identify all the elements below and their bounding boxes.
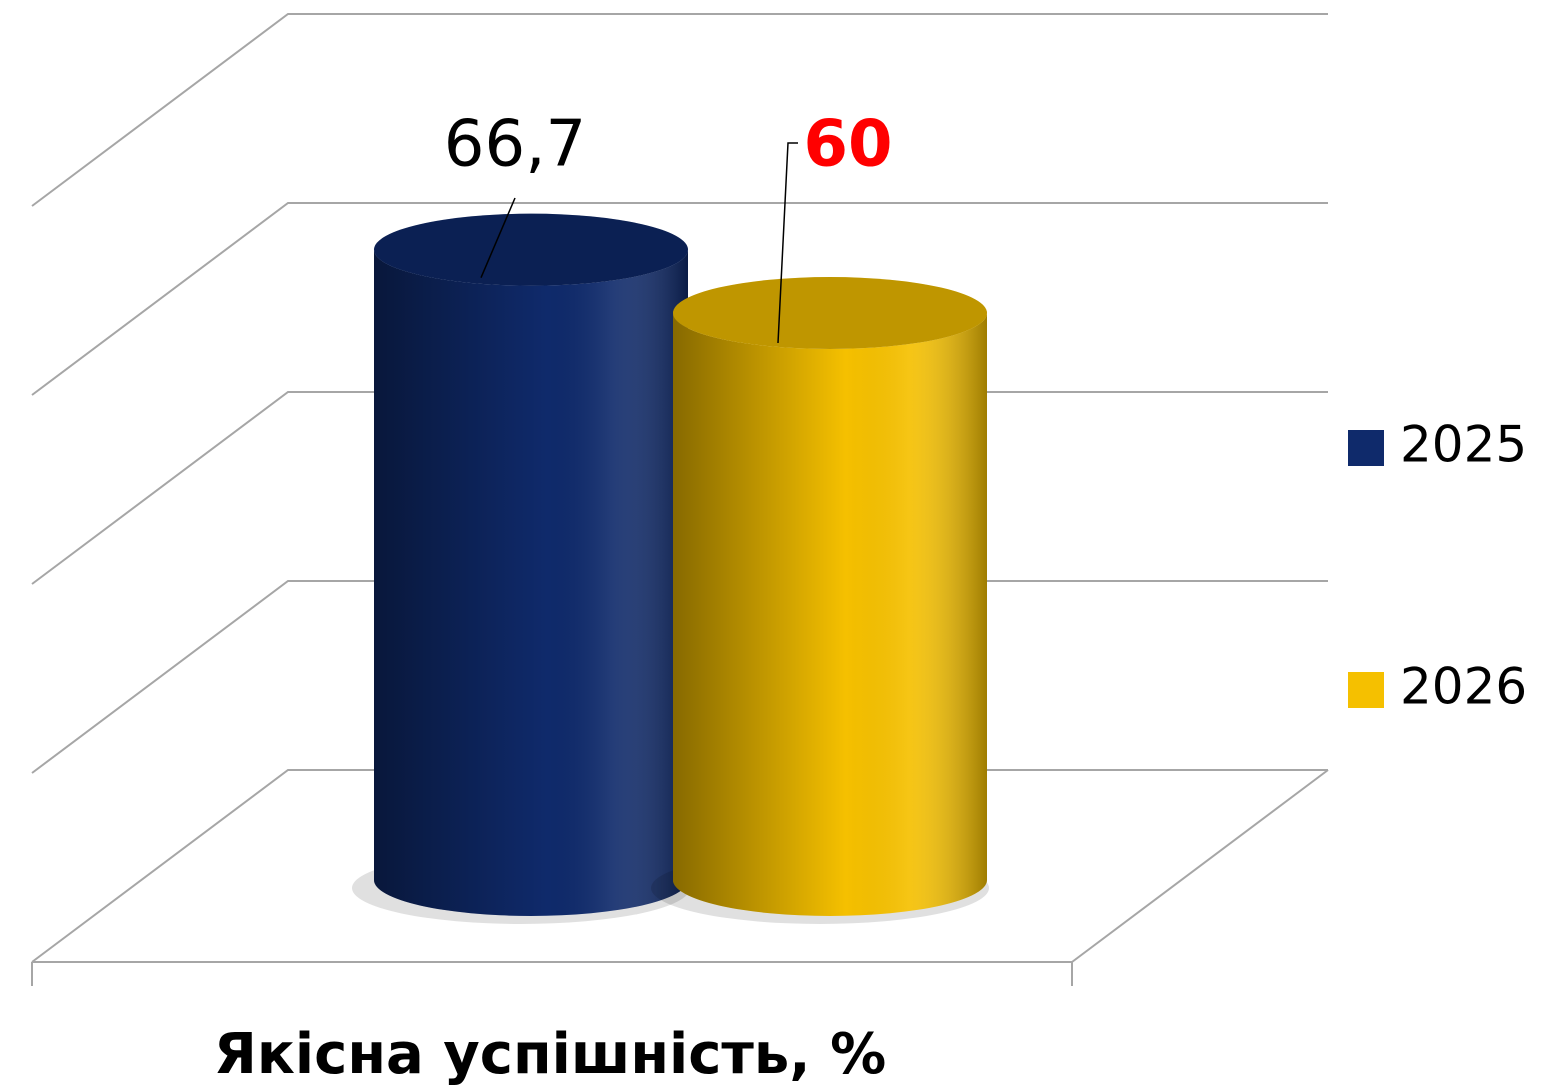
leader-line	[777, 142, 798, 344]
legend-label: 2025	[1400, 416, 1527, 474]
cylinder-top	[673, 277, 987, 349]
cylinder-top-shade	[374, 213, 688, 286]
legend-swatch	[1348, 430, 1384, 466]
cylinder-top	[374, 213, 688, 286]
legend-swatch	[1348, 672, 1384, 708]
grid-line	[31, 202, 1328, 396]
cylinder-shade	[673, 313, 987, 916]
category-label: Якісна успішність, %	[214, 1022, 886, 1087]
cylinder-top-shade	[673, 277, 987, 349]
floor-edge	[1071, 769, 1329, 963]
frame	[31, 769, 1329, 986]
value-label: 66,7	[444, 108, 587, 182]
grid-line	[31, 13, 1328, 207]
legend-label: 2026	[1400, 658, 1527, 716]
value-label: 60	[803, 108, 892, 182]
leader-line	[480, 197, 516, 278]
cylinder-shade	[374, 249, 688, 916]
